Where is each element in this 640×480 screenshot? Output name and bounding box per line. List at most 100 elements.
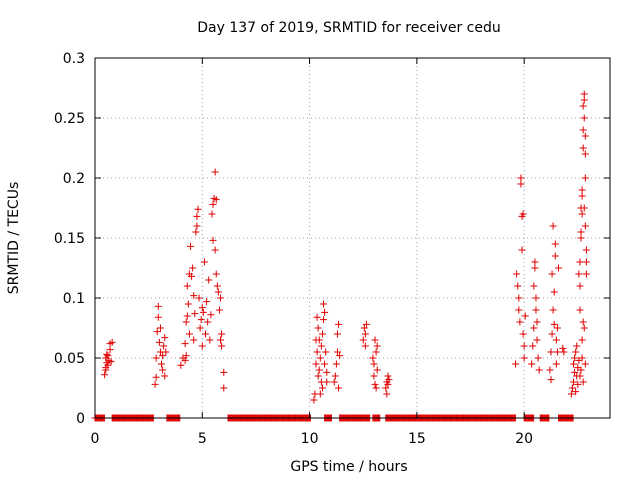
data-point <box>190 336 198 344</box>
data-point <box>317 342 325 350</box>
data-point <box>550 288 558 296</box>
data-point <box>573 342 581 350</box>
data-point <box>211 168 219 176</box>
data-point <box>574 380 582 388</box>
data-point <box>322 348 330 356</box>
data-point <box>321 360 329 368</box>
data-point <box>160 342 168 350</box>
data-point <box>314 372 322 380</box>
data-point <box>330 378 338 386</box>
data-point <box>532 294 540 302</box>
data-point <box>559 344 567 352</box>
data-point <box>183 312 191 320</box>
x-tick-label: 20 <box>515 431 533 447</box>
data-point <box>323 368 331 376</box>
x-tick-label: 0 <box>91 431 100 447</box>
data-point <box>321 308 329 316</box>
x-tick-label: 15 <box>408 431 426 447</box>
data-point <box>102 366 110 374</box>
data-point <box>177 361 185 369</box>
data-point <box>331 372 339 380</box>
data-point <box>153 328 161 336</box>
data-point <box>202 330 210 338</box>
data-point <box>571 368 579 376</box>
data-point <box>212 270 220 278</box>
data-point <box>209 236 217 244</box>
x-tick-label: 10 <box>301 431 319 447</box>
chart-title: Day 137 of 2019, SRMTID for receiver ced… <box>197 20 500 36</box>
data-point <box>200 258 208 266</box>
data-point <box>313 313 321 321</box>
data-point <box>515 306 523 314</box>
data-point <box>549 222 557 230</box>
data-point <box>362 320 370 328</box>
data-point <box>360 324 368 332</box>
data-point <box>185 330 193 338</box>
data-point <box>577 234 585 242</box>
data-point <box>199 308 207 316</box>
data-point <box>546 366 554 374</box>
data-point <box>312 360 320 368</box>
data-point <box>385 376 393 384</box>
data-point <box>520 354 528 362</box>
data-point <box>553 324 561 332</box>
data-point <box>316 390 324 398</box>
data-point <box>106 346 114 354</box>
data-point <box>513 270 521 278</box>
data-point <box>530 282 538 290</box>
data-point <box>203 298 211 306</box>
data-point <box>534 354 542 362</box>
data-point <box>568 384 576 392</box>
data-point <box>552 360 560 368</box>
data-point <box>212 196 220 204</box>
data-point <box>533 318 541 326</box>
data-point <box>371 380 379 388</box>
data-point <box>577 366 585 374</box>
data-point <box>209 200 217 208</box>
data-point <box>552 336 560 344</box>
data-point <box>151 380 159 388</box>
data-point <box>220 368 228 376</box>
data-point <box>576 306 584 314</box>
data-point <box>547 376 555 384</box>
data-point <box>533 336 541 344</box>
data-point <box>186 242 194 250</box>
data-point <box>182 352 190 360</box>
data-point <box>193 212 201 220</box>
data-point <box>318 330 326 338</box>
data-point <box>528 360 536 368</box>
y-tick-label: 0 <box>76 411 85 427</box>
data-point <box>213 282 221 290</box>
data-point <box>580 114 588 122</box>
data-point <box>370 360 378 368</box>
data-point <box>156 324 164 332</box>
data-point <box>548 270 556 278</box>
data-point <box>318 384 326 392</box>
data-point <box>152 373 160 381</box>
data-point <box>517 174 525 182</box>
data-point <box>576 258 584 266</box>
data-point <box>220 384 228 392</box>
y-tick-label: 0.15 <box>54 231 85 247</box>
data-point <box>551 240 559 248</box>
data-point <box>154 302 162 310</box>
data-point <box>578 186 586 194</box>
data-point <box>320 316 328 324</box>
data-point <box>555 264 562 272</box>
data-point <box>162 348 170 356</box>
data-point <box>384 372 392 380</box>
data-point <box>370 372 378 380</box>
data-point <box>580 90 588 98</box>
data-point <box>532 306 540 314</box>
data-point <box>517 180 525 188</box>
data-point <box>582 258 590 266</box>
data-point <box>198 304 206 312</box>
data-point <box>204 318 212 326</box>
data-point <box>521 312 529 320</box>
data-point <box>359 336 367 344</box>
data-point <box>332 360 340 368</box>
data-point <box>548 330 556 338</box>
data-point <box>193 222 201 230</box>
data-point <box>383 390 391 398</box>
data-point <box>218 330 226 338</box>
